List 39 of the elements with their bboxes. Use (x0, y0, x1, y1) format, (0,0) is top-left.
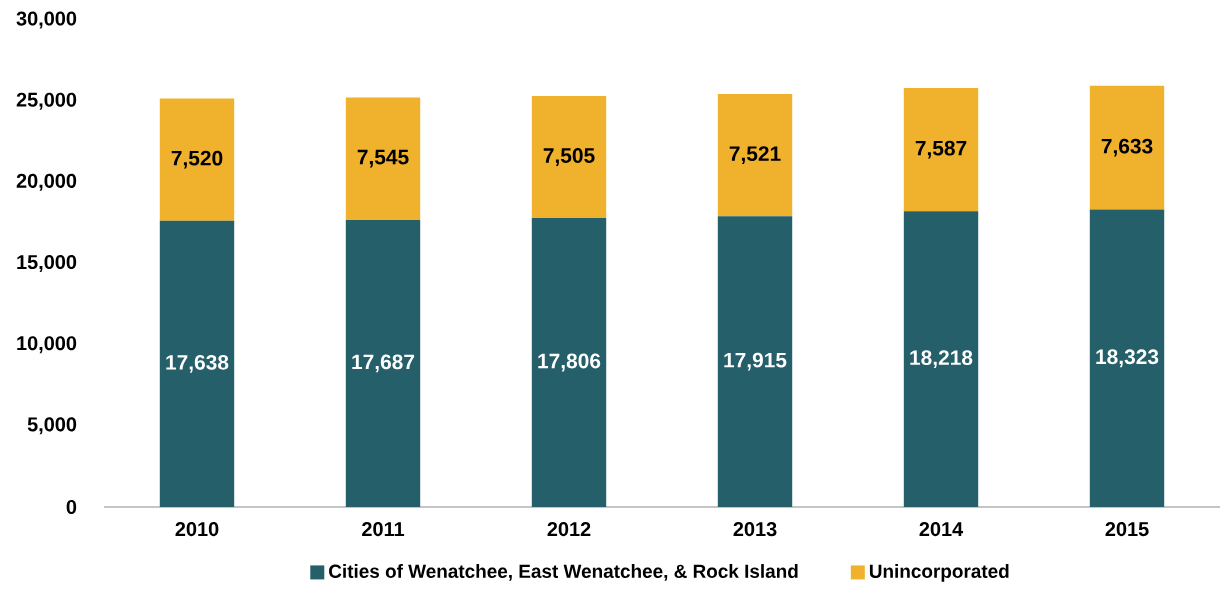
bar (717, 216, 793, 507)
bar (1089, 209, 1165, 507)
y-tick-label: 25,000 (16, 92, 77, 110)
x-tick-label: 2010 (175, 522, 219, 537)
data-label: 7,521 (729, 146, 781, 165)
bar (159, 98, 235, 221)
data-label: 17,806 (538, 353, 601, 372)
bar (159, 220, 235, 507)
y-tick-label: 0 (66, 499, 77, 515)
data-label: 7,587 (915, 140, 967, 159)
y-tick-label: 5,000 (27, 417, 77, 435)
data-label: 18,323 (1096, 349, 1159, 368)
y-tick-label: 20,000 (16, 173, 77, 191)
bar (903, 88, 979, 212)
y-tick-label: 15,000 (17, 255, 77, 273)
x-tick-label: 2014 (919, 522, 964, 537)
legend-label: Cities of Wenatchee, East Wenatchee, & Rock Island (329, 564, 798, 581)
legend-label: Unincorporated (869, 564, 1009, 582)
data-label: 17,915 (724, 352, 787, 371)
data-label: 7,633 (1101, 138, 1153, 157)
x-tick-label: 2015 (1105, 522, 1149, 537)
bar (717, 94, 793, 217)
bar (531, 96, 607, 218)
bar (345, 97, 421, 220)
data-label: 17,638 (166, 354, 229, 373)
data-label: 7,505 (543, 148, 595, 166)
y-tick-label: 10,000 (17, 336, 77, 354)
x-tick-label: 2011 (362, 522, 405, 537)
bar (1089, 85, 1165, 210)
data-label: 17,687 (352, 354, 415, 373)
bar (531, 217, 607, 507)
data-label: 7,545 (357, 149, 409, 168)
data-label: 18,218 (910, 350, 973, 369)
x-tick-label: 2012 (547, 522, 591, 537)
x-tick-label: 2013 (733, 522, 777, 537)
data-label: 7,520 (171, 150, 223, 169)
bar (903, 211, 979, 507)
y-tick-label: 30,000 (16, 11, 77, 29)
bar (345, 219, 421, 507)
